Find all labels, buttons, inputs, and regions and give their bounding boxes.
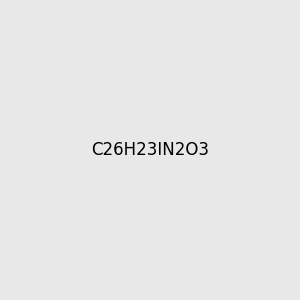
Text: C26H23IN2O3: C26H23IN2O3: [91, 141, 209, 159]
